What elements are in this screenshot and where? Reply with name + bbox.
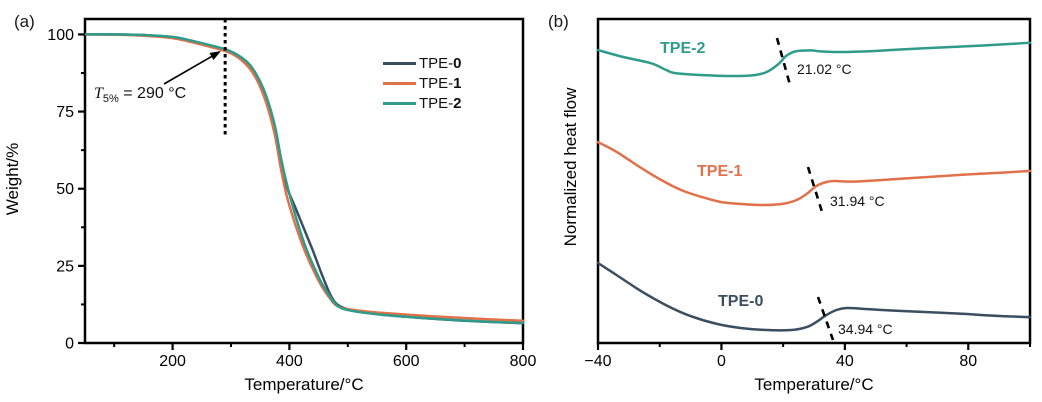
legend-label-tpe0: TPE-0 bbox=[419, 55, 462, 72]
panel-b-yaxis-title: Normalized heat flow bbox=[561, 87, 580, 247]
legend-label-prefix: TPE- bbox=[419, 94, 454, 112]
x-tick-label-b: 40 bbox=[836, 353, 854, 370]
tg-dash-line-1 bbox=[806, 166, 825, 216]
legend-label-tpe2: TPE-2 bbox=[419, 95, 462, 112]
dsc-curve-TPE-0 bbox=[596, 261, 1032, 332]
series-label-tpe0: TPE-0 bbox=[718, 293, 764, 310]
tg-dash-line-0 bbox=[775, 37, 792, 86]
tga-curve-TPE-2 bbox=[83, 33, 525, 325]
x-tick-label-a: 400 bbox=[276, 353, 303, 370]
y-tick-label-a: 0 bbox=[65, 336, 74, 353]
legend-label-prefix: TPE- bbox=[419, 54, 454, 72]
dsc-curve-TPE-2 bbox=[596, 41, 1032, 78]
panel-b-xaxis-title: Temperature/°C bbox=[754, 375, 874, 394]
tg-annotation-tpe0: 34.94 °C bbox=[838, 321, 893, 337]
x-tick-label-a: 800 bbox=[510, 353, 537, 370]
legend-label-tpe1: TPE-1 bbox=[419, 75, 462, 92]
legend-label-number: 2 bbox=[453, 94, 462, 112]
legend-row-tpe2: TPE-2 bbox=[383, 93, 462, 113]
t5-value: = 290 °C bbox=[118, 85, 187, 102]
x-tick-label-a: 600 bbox=[393, 353, 420, 370]
t5-arrow-line bbox=[163, 54, 215, 85]
y-tick-label-a: 50 bbox=[56, 181, 74, 198]
dsc-curve-TPE-1 bbox=[596, 140, 1032, 207]
t5-symbol: T bbox=[94, 85, 103, 102]
legend-row-tpe1: TPE-1 bbox=[383, 73, 462, 93]
panel-a-xaxis-title: Temperature/°C bbox=[244, 375, 364, 394]
legend-line-tpe0 bbox=[383, 61, 416, 65]
t5-annotation: T5% = 290 °C bbox=[94, 85, 186, 105]
panel-a-frame bbox=[83, 17, 525, 345]
panel-a-yaxis-title: Weight/% bbox=[3, 142, 22, 216]
panel-b-frame bbox=[596, 17, 1032, 345]
tg-annotation-tpe1: 31.94 °C bbox=[830, 193, 885, 209]
y-tick-label-a: 100 bbox=[47, 27, 74, 44]
x-tick-label-b: 0 bbox=[717, 353, 726, 370]
legend-label-number: 1 bbox=[453, 74, 462, 92]
x-tick-label-b: 80 bbox=[959, 353, 977, 370]
panel-b-tag: (b) bbox=[548, 12, 569, 31]
x-tick-label-b: −40 bbox=[584, 353, 611, 370]
y-tick-label-a: 75 bbox=[56, 104, 74, 121]
legend: TPE-0 TPE-1 TPE-2 bbox=[383, 53, 462, 113]
x-tick-label-a: 200 bbox=[159, 353, 186, 370]
y-tick-label-a: 25 bbox=[56, 258, 74, 275]
legend-label-prefix: TPE- bbox=[419, 74, 454, 92]
legend-line-tpe1 bbox=[383, 81, 416, 85]
tg-annotation-tpe2: 21.02 °C bbox=[797, 61, 852, 77]
legend-line-tpe2 bbox=[383, 101, 416, 105]
series-label-tpe2: TPE-2 bbox=[660, 40, 706, 57]
t5-arrow-head bbox=[209, 51, 221, 60]
tga-curve-TPE-1 bbox=[83, 33, 525, 323]
legend-row-tpe0: TPE-0 bbox=[383, 53, 462, 73]
legend-label-number: 0 bbox=[453, 54, 462, 72]
series-label-tpe1: TPE-1 bbox=[697, 163, 743, 180]
t5-subscript: 5% bbox=[102, 93, 119, 106]
panel-a-tag: (a) bbox=[14, 12, 35, 31]
